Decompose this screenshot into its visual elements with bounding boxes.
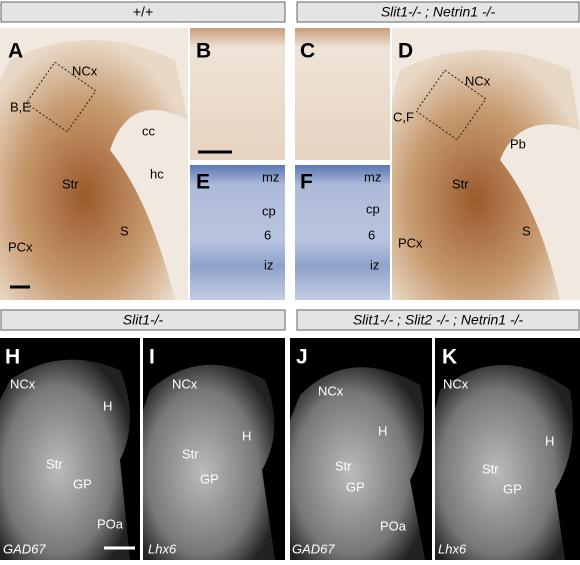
label: iz <box>370 257 379 272</box>
panel-letter: B <box>196 40 211 63</box>
panel-letter: D <box>398 40 413 63</box>
header-box <box>0 1 286 23</box>
label: NCx <box>172 376 198 391</box>
panel-letter: C <box>300 40 315 63</box>
label: 6 <box>368 227 375 242</box>
label: H <box>103 398 112 413</box>
label: H <box>242 428 251 443</box>
panel-letter: J <box>296 346 308 369</box>
label: GP <box>503 481 522 496</box>
label: GP <box>73 476 92 491</box>
label: cp <box>262 203 276 218</box>
label: NCx <box>443 376 469 391</box>
label: mz <box>364 169 381 184</box>
label: NCx <box>10 376 36 391</box>
label: cp <box>366 201 380 216</box>
panel-image <box>190 165 285 300</box>
header: Slit1-/- ; Netrin1 -/- <box>381 4 496 20</box>
label: Pb <box>510 136 526 151</box>
label: GP <box>346 479 365 494</box>
label: iz <box>264 257 273 272</box>
tissue <box>435 365 573 560</box>
label: S <box>522 223 531 238</box>
panel-image <box>190 28 285 160</box>
label: B,E <box>10 99 31 114</box>
label: Lhx6 <box>148 541 177 556</box>
header: Slit1-/- ; Slit2 -/- ; Netrin1 -/- <box>353 312 524 328</box>
roi-box <box>25 61 97 133</box>
label: Str <box>62 176 79 191</box>
label: 6 <box>264 227 271 242</box>
header: Slit1-/- <box>123 312 164 328</box>
label: NCx <box>318 383 344 398</box>
label: Str <box>335 458 352 473</box>
label: GP <box>200 471 219 486</box>
panel-letter: H <box>5 346 20 369</box>
panel-letter: F <box>300 171 313 194</box>
panel-letter: I <box>149 346 155 369</box>
tissue <box>0 40 188 300</box>
label: hc <box>150 166 164 181</box>
label: Str <box>452 176 469 191</box>
label: POa <box>380 518 407 533</box>
header-box <box>296 309 580 331</box>
header-box <box>0 309 286 331</box>
label: Str <box>182 446 199 461</box>
tissue <box>392 50 580 300</box>
label: S <box>120 223 129 238</box>
panel-image <box>295 28 390 160</box>
tissue <box>143 364 275 560</box>
panel-letter: A <box>8 40 23 63</box>
panel-image <box>295 165 390 300</box>
header-box <box>296 1 580 23</box>
panel-letter: E <box>196 171 210 194</box>
label: NCx <box>72 63 98 78</box>
label: GAD67 <box>3 541 46 556</box>
header: +/+ <box>133 4 153 20</box>
label: POa <box>97 516 124 531</box>
label: PCx <box>8 239 33 254</box>
label: NCx <box>465 73 491 88</box>
label: Str <box>46 456 63 471</box>
tissue <box>0 359 130 560</box>
panel-letter: K <box>442 346 457 369</box>
label: cc <box>142 123 156 138</box>
label: PCx <box>398 235 423 250</box>
roi-box <box>415 69 487 141</box>
label: H <box>545 433 554 448</box>
label: GAD67 <box>292 541 335 556</box>
label: mz <box>262 169 279 184</box>
label: Lhx6 <box>438 541 467 556</box>
tissue <box>290 367 425 560</box>
label: C,F <box>393 109 414 124</box>
label: H <box>378 423 387 438</box>
label: Str <box>482 461 499 476</box>
